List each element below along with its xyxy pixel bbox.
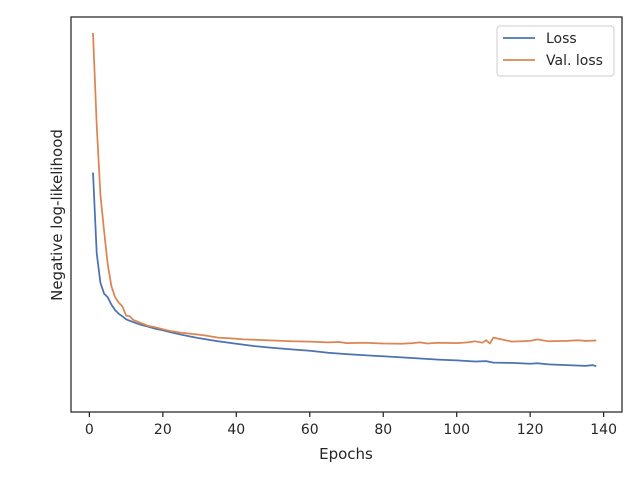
legend-label-loss: Loss <box>546 31 577 47</box>
x-tick-label: 60 <box>301 422 319 438</box>
x-axis: 0 20 40 60 80 100 120 140 <box>85 412 617 438</box>
x-axis-label: Epochs <box>319 445 373 463</box>
x-tick-label: 100 <box>443 422 470 438</box>
plot-frame <box>70 16 623 413</box>
y-axis-label: Negative log-likelihood <box>48 129 66 301</box>
legend-label-val-loss: Val. loss <box>546 53 603 69</box>
series-group <box>92 32 597 368</box>
x-tick-label: 0 <box>85 422 94 438</box>
x-tick-label: 120 <box>517 422 544 438</box>
legend: Loss Val. loss <box>496 25 615 77</box>
series-line-loss <box>92 172 597 368</box>
x-tick-label: 80 <box>374 422 392 438</box>
series-line-val-loss <box>92 32 597 345</box>
x-tick-label: 20 <box>154 422 172 438</box>
x-tick-label: 140 <box>590 422 617 438</box>
plot-background <box>71 17 622 412</box>
x-tick-label: 40 <box>227 422 245 438</box>
